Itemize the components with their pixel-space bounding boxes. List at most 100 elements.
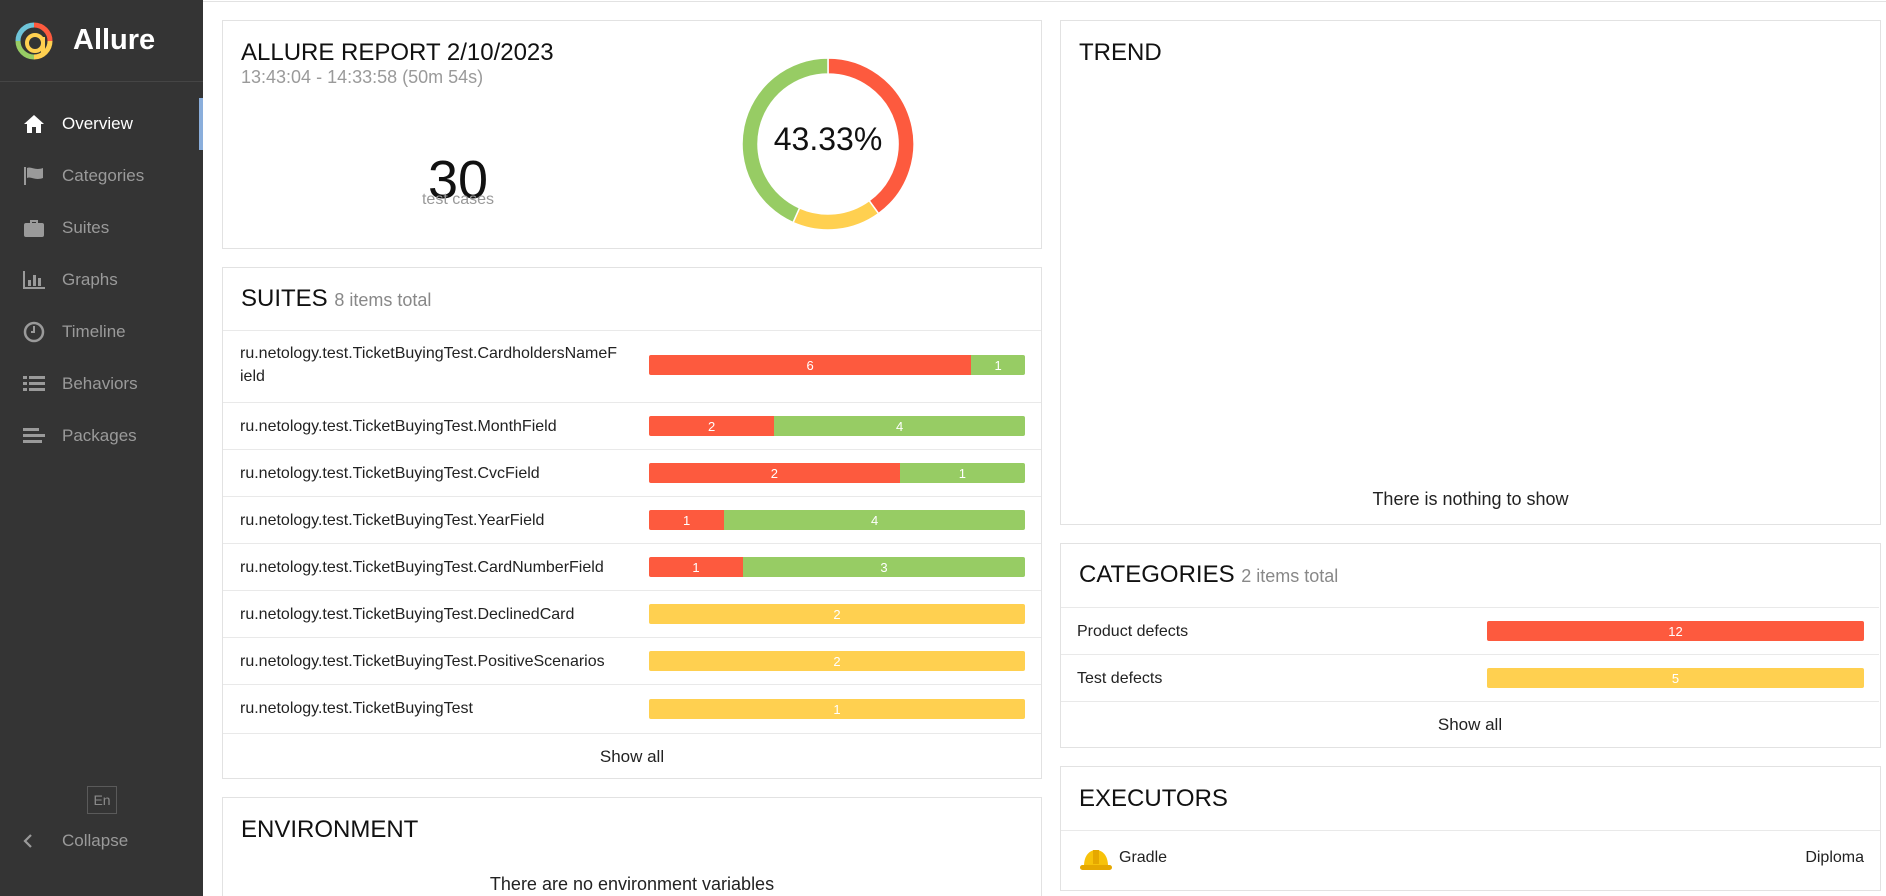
status-segment-passed: 3 xyxy=(743,557,1025,577)
success-donut-chart[interactable] xyxy=(733,49,923,239)
align-left-icon xyxy=(21,425,47,447)
suite-name: ru.netology.test.TicketBuyingTest.Positi… xyxy=(240,653,605,670)
suites-show-all-link[interactable]: Show all xyxy=(223,733,1041,779)
category-name: Test defects xyxy=(1077,670,1163,687)
suites-widget: SUITES 8 items total ru.netology.test.Ti… xyxy=(222,267,1042,779)
collapse-button[interactable]: Collapse xyxy=(22,826,128,856)
suites-title-text: SUITES xyxy=(241,285,328,312)
suite-row[interactable]: ru.netology.test.TicketBuyingTest.MonthF… xyxy=(223,402,1041,449)
status-segment-broken: 5 xyxy=(1487,668,1864,688)
status-segment-passed: 4 xyxy=(724,510,1025,530)
list-icon xyxy=(21,373,47,395)
suite-row[interactable]: ru.netology.test.TicketBuyingTest.CardNu… xyxy=(223,543,1041,590)
suite-row[interactable]: ru.netology.test.TicketBuyingTest.YearFi… xyxy=(223,496,1041,543)
suites-count: 8 items total xyxy=(334,290,432,310)
suite-status-bar[interactable]: 2 xyxy=(649,604,1025,624)
sidebar-nav: Overview Categories Suites Graphs xyxy=(0,98,203,462)
suite-name: ru.netology.test.TicketBuyingTest.MonthF… xyxy=(240,418,557,435)
category-row[interactable]: Product defects 12 xyxy=(1061,607,1879,654)
sidebar-item-label: Overview xyxy=(62,114,133,133)
sidebar-item-categories[interactable]: Categories xyxy=(0,150,203,202)
trend-empty-message: There is nothing to show xyxy=(1372,489,1569,509)
sidebar-item-label: Categories xyxy=(62,166,145,185)
brand[interactable]: Allure xyxy=(0,0,203,82)
trend-widget: TREND There is nothing to show xyxy=(1060,20,1881,525)
test-case-count: 30 xyxy=(427,150,489,210)
suite-name: ru.netology.test.TicketBuyingTest.CvcFie… xyxy=(240,465,540,482)
categories-widget: CATEGORIES 2 items total Product defects… xyxy=(1060,543,1881,748)
executor-build-name[interactable]: Diploma xyxy=(1805,849,1864,866)
suite-name: ru.netology.test.TicketBuyingTest.YearFi… xyxy=(240,512,545,529)
status-segment-broken: 1 xyxy=(649,699,1025,719)
suite-row[interactable]: ru.netology.test.TicketBuyingTest.Positi… xyxy=(223,637,1041,684)
status-segment-failed: 12 xyxy=(1487,621,1864,641)
home-icon xyxy=(21,113,47,135)
sidebar-item-label: Suites xyxy=(62,218,110,237)
report-title: ALLURE REPORT 2/10/2023 xyxy=(241,39,554,66)
status-segment-passed: 4 xyxy=(774,416,1025,436)
donut-slice-broken[interactable] xyxy=(792,199,880,231)
categories-title-text: CATEGORIES xyxy=(1079,561,1235,588)
sidebar-item-label: Packages xyxy=(62,426,137,445)
sidebar-item-graphs[interactable]: Graphs xyxy=(0,254,203,306)
sidebar-item-packages[interactable]: Packages xyxy=(0,410,203,462)
suite-row[interactable]: ru.netology.test.TicketBuyingTest.Cardho… xyxy=(223,330,1041,402)
suite-name: ru.netology.test.TicketBuyingTest.Declin… xyxy=(240,606,575,623)
executor-row[interactable]: Gradle Diploma xyxy=(1061,830,1880,888)
categories-count: 2 items total xyxy=(1241,566,1339,586)
sidebar-item-overview[interactable]: Overview xyxy=(0,98,203,150)
suite-status-bar[interactable]: 1 xyxy=(649,699,1025,719)
category-status-bar[interactable]: 12 xyxy=(1487,621,1864,641)
executors-widget: EXECUTORS Gradle Diploma xyxy=(1060,766,1881,891)
status-segment-broken: 2 xyxy=(649,604,1025,624)
sidebar-item-label: Timeline xyxy=(62,322,126,341)
summary-widget: ALLURE REPORT 2/10/2023 13:43:04 - 14:33… xyxy=(222,20,1042,249)
category-status-bar[interactable]: 5 xyxy=(1487,668,1864,688)
hard-hat-icon xyxy=(1080,850,1112,870)
environment-title: ENVIRONMENT xyxy=(241,816,419,843)
category-name: Product defects xyxy=(1077,623,1189,640)
suite-name: ru.netology.test.TicketBuyingTest xyxy=(240,700,473,717)
suite-row[interactable]: ru.netology.test.TicketBuyingTest.Declin… xyxy=(223,590,1041,637)
category-row[interactable]: Test defects 5 xyxy=(1061,654,1879,701)
chevron-left-icon xyxy=(22,833,42,849)
suite-row[interactable]: ru.netology.test.TicketBuyingTest 1 xyxy=(223,684,1041,733)
brand-name: Allure xyxy=(73,24,156,56)
sidebar: Allure Overview Categories Suites xyxy=(0,0,203,896)
suite-row[interactable]: ru.netology.test.TicketBuyingTest.CvcFie… xyxy=(223,449,1041,496)
donut-slice-passed[interactable] xyxy=(741,57,829,224)
sidebar-item-suites[interactable]: Suites xyxy=(0,202,203,254)
success-rate: 43.33% xyxy=(773,121,883,157)
sidebar-item-label: Graphs xyxy=(62,270,118,289)
suite-status-bar[interactable]: 2 xyxy=(649,651,1025,671)
categories-show-all-link[interactable]: Show all xyxy=(1061,701,1879,747)
bar-chart-icon xyxy=(21,269,47,291)
status-segment-passed: 1 xyxy=(899,463,1025,483)
language-selector[interactable]: En xyxy=(87,786,117,814)
environment-empty-message: There are no environment variables xyxy=(489,874,775,894)
environment-widget: ENVIRONMENT There are no environment var… xyxy=(222,797,1042,896)
status-segment-failed: 1 xyxy=(649,510,725,530)
suite-name: ru.netology.test.TicketBuyingTest.CardNu… xyxy=(240,559,604,576)
flag-icon xyxy=(21,165,47,187)
status-segment-failed: 1 xyxy=(649,557,743,577)
status-segment-broken: 2 xyxy=(649,651,1025,671)
trend-title: TREND xyxy=(1079,39,1162,66)
executor-name: Gradle xyxy=(1119,849,1168,866)
report-date-range: 13:43:04 - 14:33:58 (50m 54s) xyxy=(241,67,484,87)
sidebar-item-timeline[interactable]: Timeline xyxy=(0,306,203,358)
status-segment-failed: 6 xyxy=(649,355,972,375)
sidebar-item-behaviors[interactable]: Behaviors xyxy=(0,358,203,410)
allure-logo-icon xyxy=(15,22,53,59)
suite-name: ru.netology.test.TicketBuyingTest.Cardho… xyxy=(240,345,618,385)
categories-title: CATEGORIES 2 items total xyxy=(1079,561,1338,589)
briefcase-icon xyxy=(21,217,47,239)
executors-title: EXECUTORS xyxy=(1079,785,1228,812)
suites-title: SUITES 8 items total xyxy=(241,285,431,313)
